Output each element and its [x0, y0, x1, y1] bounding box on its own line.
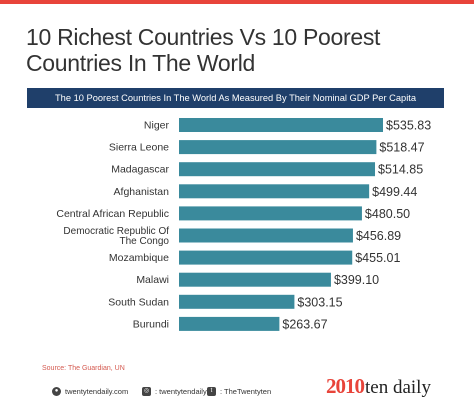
bar-8: [179, 294, 295, 309]
instagram-handle: : twentytendaily: [155, 386, 207, 396]
category-label-9: Burundi: [133, 318, 169, 330]
bar-7: [179, 272, 331, 287]
category-label-1: Sierra Leone: [109, 142, 169, 154]
category-label-7: Malawi: [136, 274, 169, 286]
value-label-3: $499.44: [372, 185, 417, 199]
category-label-4: Central African Republic: [56, 208, 169, 220]
category-label-8: South Sudan: [108, 296, 169, 308]
footer-instagram[interactable]: ◎ : twentytendaily: [142, 384, 207, 398]
category-label-6: Mozambique: [109, 252, 169, 264]
value-label-2: $514.85: [378, 163, 423, 177]
website-text: twentytendaily.com: [65, 386, 129, 396]
bar-3: [179, 184, 370, 199]
footer-website[interactable]: ● twentytendaily.com: [52, 384, 128, 398]
category-label-2: Madagascar: [111, 164, 169, 176]
category-label-0: Niger: [144, 120, 170, 132]
footer-twitter[interactable]: t : TheTwentyten: [207, 384, 271, 398]
category-label-5-line-1: The Congo: [120, 236, 170, 247]
logo-text: ten daily: [365, 377, 431, 398]
source-note: Source: The Guardian, UN: [42, 365, 125, 372]
value-label-4: $480.50: [365, 207, 410, 221]
bar-6: [179, 250, 353, 265]
twitter-handle: : TheTwentyten: [220, 386, 272, 396]
page-title: 10 Richest Countries Vs 10 Poorest Count…: [26, 24, 381, 76]
bar-1: [179, 140, 377, 155]
chart-subtitle-banner: The 10 Poorest Countries In The World As…: [27, 88, 444, 108]
bar-4: [179, 206, 362, 221]
top-accent-stripe: [0, 0, 474, 4]
value-label-1: $518.47: [379, 141, 424, 155]
logo-number: 2010: [326, 374, 365, 398]
bar-chart: $535.83 Niger $518.47 Sierra Leone $514.85 Ma…: [56, 118, 431, 331]
bar-9: [179, 316, 280, 331]
category-label-5-line-0: Democratic Republic Of: [63, 226, 169, 237]
value-label-5: $456.89: [356, 229, 401, 243]
bar-0: [179, 118, 383, 132]
brand-logo: 2010 ten daily: [326, 374, 431, 398]
globe-icon: ●: [52, 386, 61, 396]
instagram-icon: ◎: [142, 386, 151, 396]
value-label-7: $399.10: [334, 273, 379, 287]
twitter-icon: t: [207, 386, 216, 396]
value-label-9: $263.67: [282, 317, 327, 331]
value-label-8: $303.15: [297, 295, 342, 309]
category-label-3: Afghanistan: [114, 186, 170, 198]
bar-5: [179, 228, 353, 243]
value-label-0: $535.83: [386, 119, 431, 133]
value-label-6: $455.01: [355, 251, 400, 265]
bar-2: [179, 162, 376, 177]
